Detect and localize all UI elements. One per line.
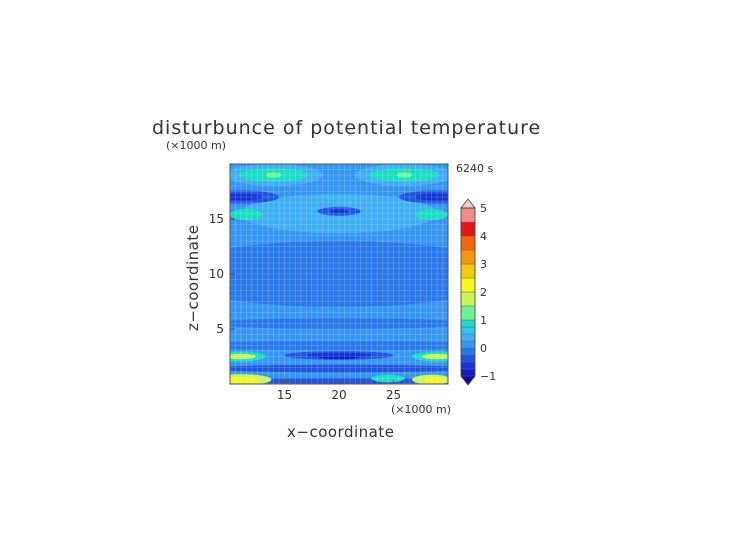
colorbar-tick-label: 5 xyxy=(480,202,487,215)
colorbar-level-6 xyxy=(460,326,476,335)
colorbar-level-5 xyxy=(460,333,476,342)
colorbar-tick-label: 2 xyxy=(480,286,487,299)
colorbar-level-15 xyxy=(460,207,476,223)
colorbar-over-arrow xyxy=(460,198,476,209)
colorbar-under-arrow xyxy=(460,375,476,386)
contour-region-6 xyxy=(330,209,348,214)
contour-region-3 xyxy=(230,209,263,221)
contour-region-25 xyxy=(230,364,448,373)
contour-region-1 xyxy=(230,318,448,329)
y-tick-label: 10 xyxy=(209,267,224,281)
x-tick-label: 15 xyxy=(277,388,292,402)
chart-title: disturbunce of potential temperature xyxy=(152,117,541,139)
colorbar-level-0 xyxy=(460,368,476,377)
contour-region-9 xyxy=(230,193,263,201)
grid-lines xyxy=(230,164,448,384)
contour-region-16 xyxy=(396,172,413,178)
colorbar-level-4 xyxy=(460,340,476,349)
contour-region-28 xyxy=(230,377,261,384)
contour-region-17 xyxy=(230,341,448,350)
colorbar-frame xyxy=(460,207,476,377)
x-axis-label: x−coordinate xyxy=(287,423,394,441)
contour-region-29 xyxy=(371,374,405,383)
colorbar-level-7 xyxy=(460,319,476,328)
contour-region-10 xyxy=(415,193,448,201)
x-tick-label: 20 xyxy=(331,388,346,402)
y-unit-label: (×1000 m) xyxy=(166,139,226,152)
x-tick-label: 25 xyxy=(386,388,401,402)
x-unit-label: (×1000 m) xyxy=(391,403,451,416)
contour-region-4 xyxy=(415,209,448,221)
time-label: 6240 s xyxy=(456,162,493,175)
y-tick-label: 5 xyxy=(216,322,224,336)
colorbar-level-1 xyxy=(460,361,476,370)
colorbar-tick-label: 0 xyxy=(480,342,487,355)
contour-region-31 xyxy=(424,377,446,384)
colorbar-level-8 xyxy=(460,305,476,321)
colorbar-level-14 xyxy=(460,221,476,237)
colorbar-level-11 xyxy=(460,263,476,279)
colorbar-level-13 xyxy=(460,235,476,251)
y-tick-label: 15 xyxy=(209,212,224,226)
contour-region-23 xyxy=(230,353,257,360)
colorbar-level-9 xyxy=(460,291,476,307)
colorbar-level-3 xyxy=(460,347,476,356)
y-axis-label: z−coordinate xyxy=(184,225,202,331)
x-axis: 15 20 25 xyxy=(277,379,401,402)
colorbar-tick-label: −1 xyxy=(480,370,496,383)
contour-region-20 xyxy=(319,355,359,360)
colorbar-level-12 xyxy=(460,249,476,265)
contour-field xyxy=(230,164,448,384)
contour-region-24 xyxy=(421,353,448,360)
colorbar-level-10 xyxy=(460,277,476,293)
contour-region-15 xyxy=(265,172,282,178)
colorbar-level-2 xyxy=(460,354,476,363)
colorbar: −1 0 1 2 3 4 5 xyxy=(460,198,496,386)
colorbar-tick-label: 3 xyxy=(480,258,487,271)
contour-region-0 xyxy=(230,241,448,307)
y-axis: 5 10 15 xyxy=(209,212,235,336)
colorbar-tick-label: 4 xyxy=(480,230,487,243)
colorbar-tick-label: 1 xyxy=(480,314,487,327)
